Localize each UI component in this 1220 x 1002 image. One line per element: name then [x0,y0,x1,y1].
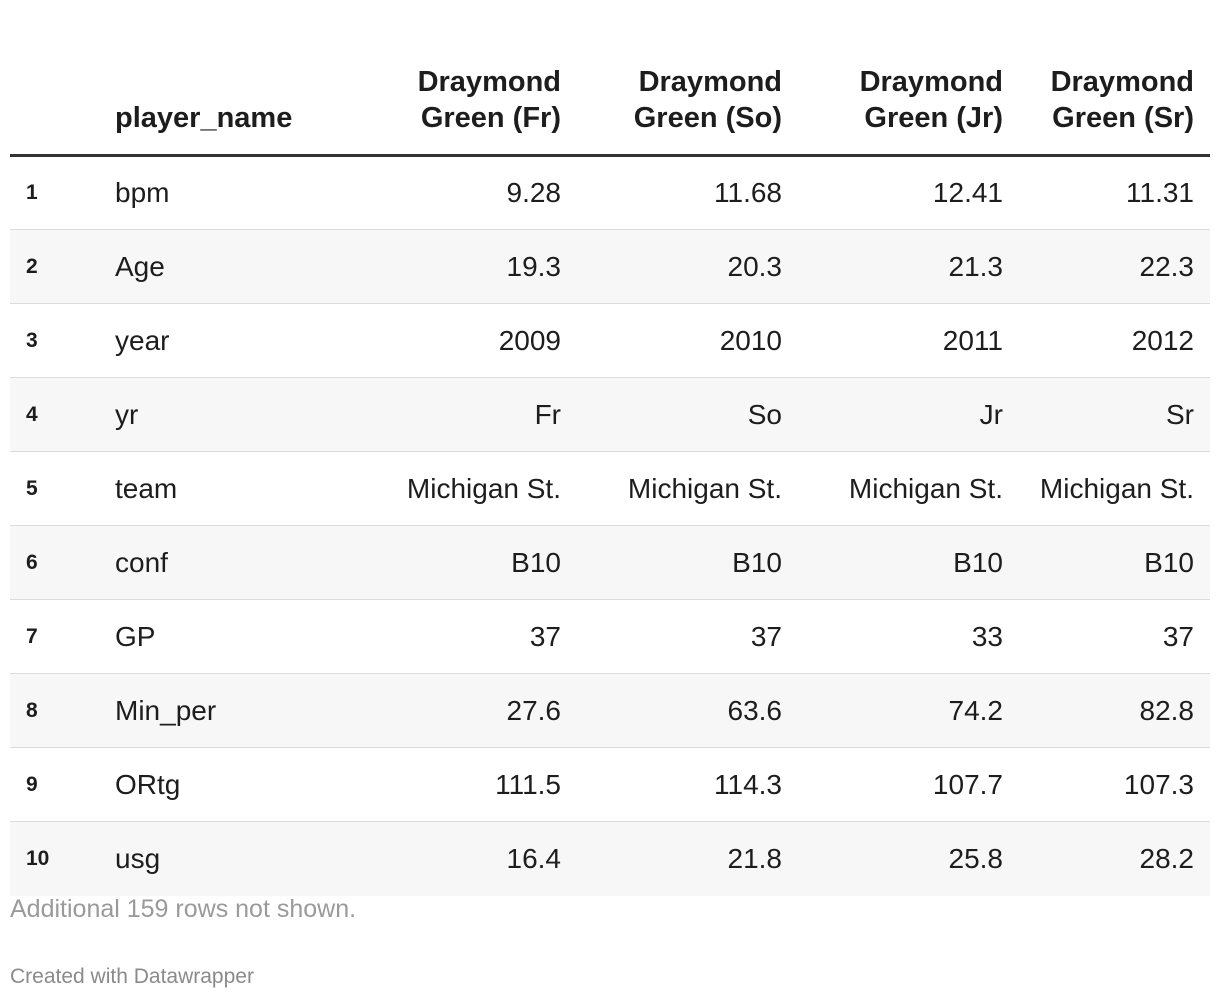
row-label: bpm [100,155,340,230]
table-body: 1 bpm 9.28 11.68 12.41 11.31 2 Age 19.3 … [10,155,1210,896]
cell-sr: Sr [1003,377,1210,452]
row-label: GP [100,599,340,674]
row-index: 4 [10,377,100,452]
cell-sr: Michigan St. [1003,451,1210,526]
cell-sr: B10 [1003,525,1210,600]
cell-sr: 28.2 [1139,842,1195,874]
cell-so: 63.6 [561,673,782,748]
table-row: 1 bpm 9.28 11.68 12.41 11.31 [10,155,1210,230]
header-index [10,0,100,157]
table-row: 2 Age 19.3 20.3 21.3 22.3 [10,229,1210,304]
cell-fr: 9.28 [340,155,561,230]
cell-so: Michigan St. [561,451,782,526]
header-jr-label: Draymond Green (Jr) [859,66,1003,134]
row-label: team [100,451,340,526]
cell-fr: 111.5 [340,747,561,822]
cell-jr: B10 [782,525,1003,600]
cell-fr: B10 [340,525,561,600]
cell-jr: 12.41 [782,155,1003,230]
row-index: 1 [10,155,100,230]
cell-so: 20.3 [561,229,782,304]
cell-fr: Fr [340,377,561,452]
row-index: 6 [10,525,100,600]
cell-so: So [561,377,782,452]
data-table: player_name Draymond Green (Fr) Draymond… [10,0,1210,896]
cell-jr: Michigan St. [782,451,1003,526]
row-index: 2 [10,229,100,304]
table-row: 7 GP 37 37 33 37 [10,599,1210,674]
row-label: usg [115,842,161,874]
table-row: 8 Min_per 27.6 63.6 74.2 82.8 [10,673,1210,748]
row-label: year [100,303,340,378]
cell-sr: 11.31 [1003,155,1210,230]
row-label: yr [100,377,340,452]
header-sr-label: Draymond Green (Sr) [1050,66,1194,134]
cell-so: 11.68 [561,155,782,230]
cell-jr: 21.3 [782,229,1003,304]
header-sr: Draymond Green (Sr) [1003,0,1210,157]
cell-jr: 2011 [782,303,1003,378]
cell-fr: 37 [340,599,561,674]
datawrapper-credit: Created with Datawrapper [10,965,254,988]
row-index: 10 [26,846,50,870]
header-so-label: Draymond Green (So) [633,66,782,134]
cell-sr: 82.8 [1003,673,1210,748]
cell-jr: 25.8 [948,842,1004,874]
row-index: 5 [10,451,100,526]
header-so: Draymond Green (So) [561,0,782,157]
header-player-name: player_name [100,0,340,157]
cell-sr: 22.3 [1003,229,1210,304]
row-label: ORtg [100,747,340,822]
table-row: 9 ORtg 111.5 114.3 107.7 107.3 [10,747,1210,822]
rows-not-shown-note: Additional 159 rows not shown. [10,895,357,923]
data-table-container: player_name Draymond Green (Fr) Draymond… [10,0,1210,896]
row-label: Age [100,229,340,304]
cell-so: 21.8 [727,842,783,874]
cell-sr: 107.3 [1003,747,1210,822]
cell-jr: 33 [782,599,1003,674]
cell-sr: 37 [1003,599,1210,674]
row-index: 9 [10,747,100,822]
header-row: player_name Draymond Green (Fr) Draymond… [10,0,1210,157]
cell-so: 2010 [561,303,782,378]
table-header: player_name Draymond Green (Fr) Draymond… [10,0,1210,157]
cell-sr: 2012 [1003,303,1210,378]
cell-fr: 27.6 [340,673,561,748]
header-fr-label: Draymond Green (Fr) [417,66,561,134]
row-index: 7 [10,599,100,674]
row-label: conf [100,525,340,600]
table-row: 10 usg 16.4 21.8 25.8 28.2 [10,821,1210,896]
row-index: 3 [10,303,100,378]
table-row: 4 yr Fr So Jr Sr [10,377,1210,452]
cell-fr: 19.3 [340,229,561,304]
table-row: 5 team Michigan St. Michigan St. Michiga… [10,451,1210,526]
cell-jr: Jr [782,377,1003,452]
cell-jr: 74.2 [782,673,1003,748]
cell-fr: 16.4 [506,842,562,874]
table-row: 3 year 2009 2010 2011 2012 [10,303,1210,378]
table-row: 6 conf B10 B10 B10 B10 [10,525,1210,600]
cell-fr: 2009 [340,303,561,378]
cell-so: 37 [561,599,782,674]
row-index: 8 [10,673,100,748]
cell-so: 114.3 [561,747,782,822]
cell-fr: Michigan St. [340,451,561,526]
header-fr: Draymond Green (Fr) [340,0,561,157]
cell-so: B10 [561,525,782,600]
row-label: Min_per [100,673,340,748]
cell-jr: 107.7 [782,747,1003,822]
header-jr: Draymond Green (Jr) [782,0,1003,157]
